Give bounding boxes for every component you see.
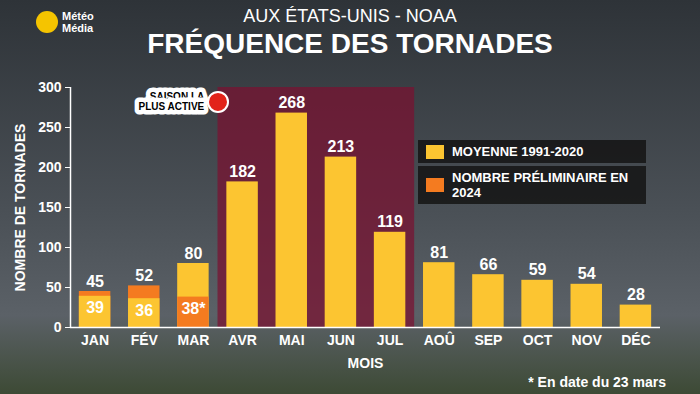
svg-text:119: 119 — [377, 213, 403, 230]
svg-text:NOV: NOV — [572, 332, 603, 348]
svg-text:300: 300 — [38, 79, 62, 95]
svg-text:SEP: SEP — [474, 332, 502, 348]
svg-text:MOIS: MOIS — [348, 355, 384, 371]
svg-text:OCT: OCT — [523, 332, 553, 348]
svg-text:DÉC: DÉC — [621, 332, 651, 348]
html-text:Météo Média: Météo Média — [62, 10, 94, 34]
svg-text:36: 36 — [135, 302, 153, 319]
svg-text:52: 52 — [135, 267, 153, 284]
html-text:NOMBRE PRÉLIMINAIRE EN 2024: NOMBRE PRÉLIMINAIRE EN 2024 — [452, 170, 629, 200]
svg-text:80: 80 — [185, 245, 203, 262]
svg-text:213: 213 — [328, 138, 355, 155]
html-text:* En date du 23 mars: * En date du 23 mars — [528, 374, 666, 390]
svg-text:NOMBRE DE TORNADES: NOMBRE DE TORNADES — [12, 124, 28, 292]
svg-text:182: 182 — [229, 163, 256, 180]
svg-text:59: 59 — [529, 261, 547, 278]
svg-text:MAI: MAI — [279, 332, 305, 348]
svg-text:MAR: MAR — [177, 332, 209, 348]
svg-text:SAISON LAPLUS ACTIVE: SAISON LAPLUS ACTIVE — [138, 91, 204, 112]
svg-text:JUL: JUL — [377, 332, 404, 348]
svg-text:45: 45 — [86, 273, 104, 290]
svg-text:AVR: AVR — [228, 332, 257, 348]
svg-text:JUN: JUN — [327, 332, 355, 348]
svg-text:FÉV: FÉV — [131, 332, 159, 348]
svg-text:JAN: JAN — [81, 332, 109, 348]
html-text:MOYENNE 1991-2020: MOYENNE 1991-2020 — [452, 144, 584, 159]
svg-text:39: 39 — [86, 299, 104, 316]
svg-text:100: 100 — [38, 239, 62, 255]
svg-text:AOÛ: AOÛ — [424, 331, 455, 348]
svg-text:268: 268 — [278, 94, 305, 111]
svg-text:81: 81 — [430, 244, 448, 261]
svg-text:28: 28 — [627, 286, 645, 303]
svg-text:50: 50 — [46, 279, 62, 295]
svg-text:150: 150 — [38, 199, 62, 215]
html-text:AUX ÉTATS-UNIS - NOAA: AUX ÉTATS-UNIS - NOAA — [243, 6, 457, 26]
svg-text:0: 0 — [54, 319, 62, 335]
svg-text:200: 200 — [38, 159, 62, 175]
svg-text:38*: 38* — [181, 300, 206, 317]
svg-text:250: 250 — [38, 119, 62, 135]
html-text:FRÉQUENCE DES TORNADES: FRÉQUENCE DES TORNADES — [147, 28, 553, 59]
svg-text:66: 66 — [480, 256, 498, 273]
svg-text:54: 54 — [578, 265, 596, 282]
